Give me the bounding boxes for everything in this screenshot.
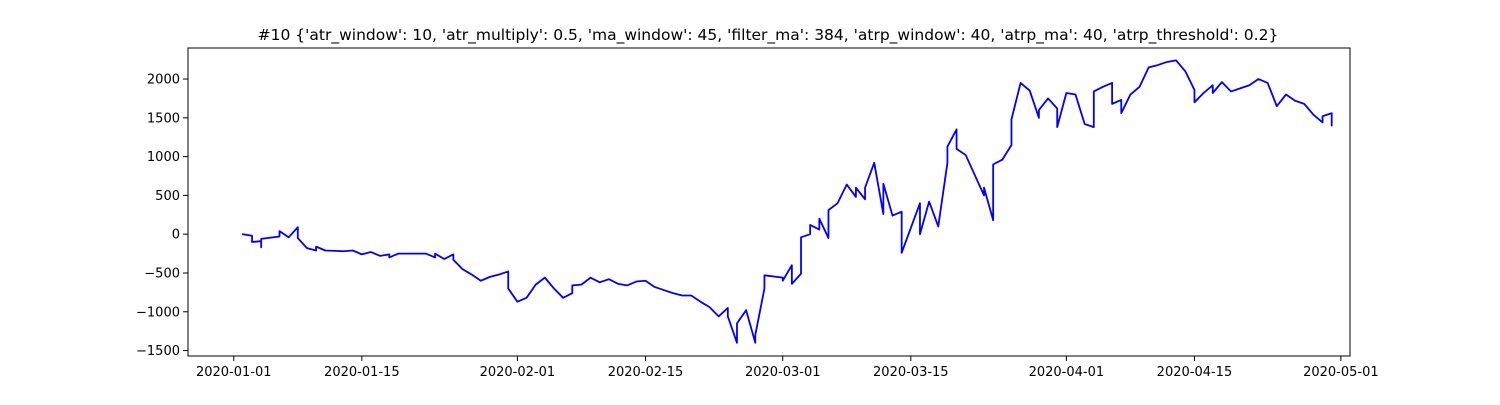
x-tick-label: 2020-05-01 [1303,365,1379,380]
x-tick-label: 2020-01-01 [196,365,272,380]
y-tick-label: −1500 [136,344,180,359]
y-tick-label: 1000 [147,150,180,165]
x-tick-label: 2020-02-15 [608,365,684,380]
y-tick-label: −1000 [136,305,180,320]
y-tick-label: 2000 [147,73,180,88]
x-tick-label: 2020-03-01 [745,365,821,380]
x-axis: 2020-01-01 2020-01-15 2020-02-01 2020-02-15… [196,356,1379,380]
chart-title: #10 {'atr_window': 10, 'atr_multiply': 0… [258,26,1279,45]
x-tick-label: 2020-01-15 [324,365,400,380]
y-tick-label: 0 [172,228,180,243]
y-tick-label: 1500 [147,111,180,126]
y-axis: −1500 −1000 −500 0 500 1000 1500 2000 [136,73,188,359]
x-tick-label: 2020-02-01 [480,365,556,380]
x-tick-label: 2020-04-15 [1157,365,1233,380]
y-tick-label: −500 [144,266,180,281]
x-tick-label: 2020-03-15 [873,365,949,380]
y-tick-label: 500 [155,189,180,204]
plot-frame [187,47,1351,357]
series-line-1 [242,59,1333,344]
plot-area [242,59,1333,344]
x-tick-label: 2020-04-01 [1029,365,1105,380]
